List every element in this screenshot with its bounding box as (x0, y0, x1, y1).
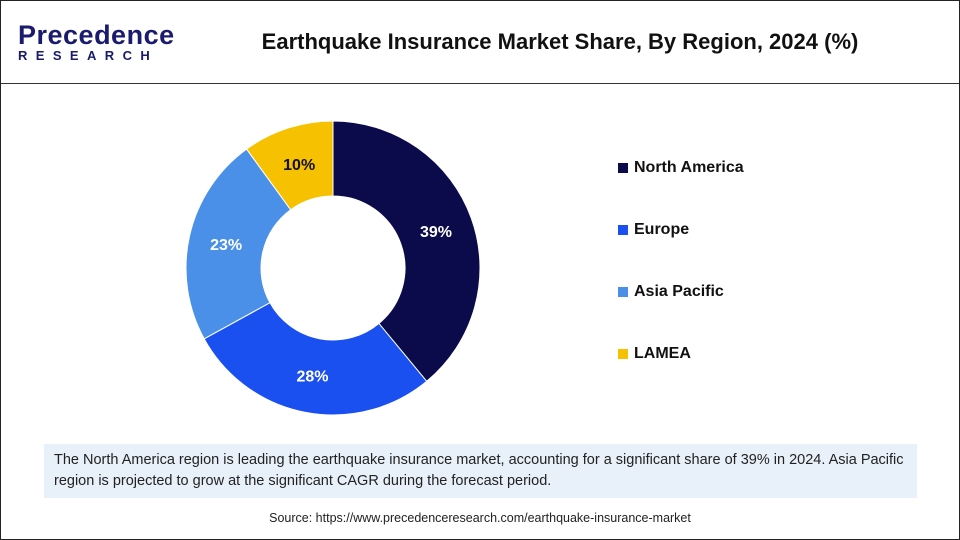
data-label: 39% (420, 224, 452, 241)
logo: Precedence RESEARCH (18, 21, 175, 63)
data-label: 23% (210, 237, 242, 254)
logo-line1: Precedence (18, 20, 175, 50)
data-label: 28% (296, 369, 328, 386)
legend-swatch (618, 225, 628, 235)
data-label: 10% (283, 157, 315, 174)
legend-label: Europe (634, 221, 690, 238)
legend-swatch (618, 163, 628, 173)
donut-chart: 39% 28% 23% 10% (185, 120, 481, 416)
legend-label: Asia Pacific (634, 283, 724, 300)
logo-line2: RESEARCH (18, 48, 159, 63)
legend-label: North America (634, 159, 744, 176)
legend-label: LAMEA (634, 345, 691, 362)
legend-swatch (618, 287, 628, 297)
summary-note: The North America region is leading the … (44, 444, 917, 498)
source-text: Source: https://www.precedenceresearch.c… (269, 511, 691, 525)
legend-item: Europe (618, 221, 689, 239)
legend-item: LAMEA (618, 345, 691, 363)
slice-europe (203, 302, 428, 416)
legend-item: North America (618, 159, 744, 177)
slice-lamea (245, 120, 334, 211)
slice-north-america (332, 120, 481, 382)
chart-title: Earthquake Insurance Market Share, By Re… (261, 29, 859, 54)
legend-item: Asia Pacific (618, 283, 724, 301)
slice-asia-pacific (185, 148, 292, 340)
header: Precedence RESEARCH Earthquake Insurance… (1, 1, 959, 84)
legend-swatch (618, 349, 628, 359)
